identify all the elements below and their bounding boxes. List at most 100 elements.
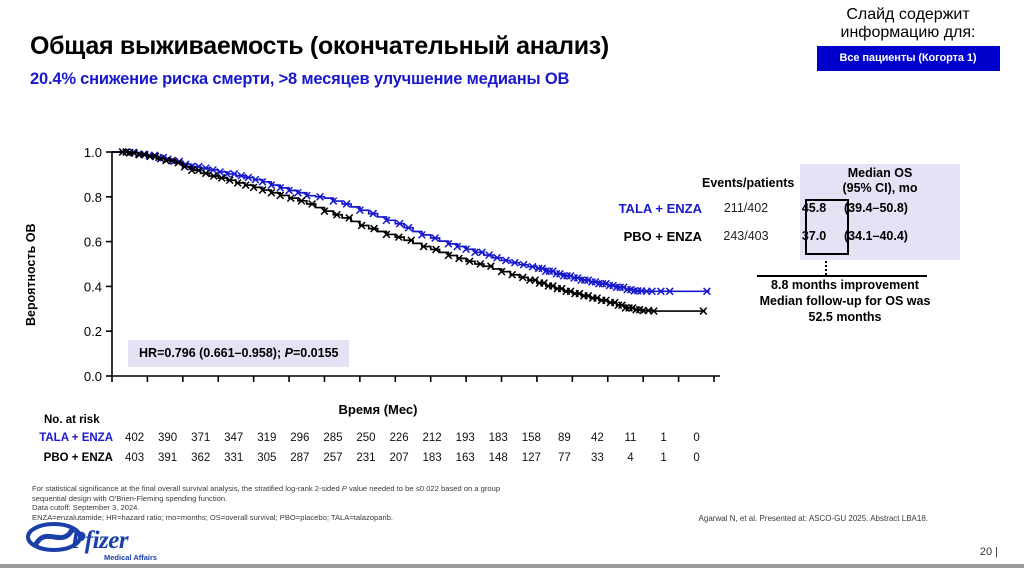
median-ci-tala-enza: (39.4–50.8): [844, 201, 908, 215]
median-os-dotted-connector: [825, 261, 827, 275]
median-ci-pbo-enza: (34.1–40.4): [844, 229, 908, 243]
risk-values-tala-enza: 402 390 371 347 319 296 285 250 226 212 193 183 158 8…: [118, 432, 713, 444]
events-patients-header: Events/patients: [702, 176, 795, 190]
slide-header: Слайд содержит информацию для: Все пацие…: [0, 0, 1024, 100]
risk-value-cell: 319: [257, 431, 277, 444]
y-axis-tick-label: 0.0: [84, 369, 102, 384]
risk-value-cell: 285: [323, 431, 343, 444]
number-at-risk-title: No. at risk: [44, 414, 100, 426]
risk-value-cell: 193: [455, 431, 475, 444]
risk-row-label-pbo-enza: PBO + ENZA: [43, 451, 113, 464]
y-axis-tick-label: 0.6: [84, 235, 102, 250]
x-axis-tick-label: 48: [530, 385, 544, 388]
risk-value-cell: 42: [591, 431, 604, 444]
x-axis-tick-label: 12: [211, 385, 225, 388]
footnote-line-3: Data cutoff: September 3, 2024.: [32, 503, 140, 513]
risk-value-cell: 296: [290, 431, 310, 444]
median-os-tala-enza: 45.8: [801, 201, 827, 215]
y-axis-tick-label: 0.8: [84, 190, 102, 205]
risk-value-cell: 11: [624, 431, 637, 444]
number-at-risk-table: No. at risk TALA + ENZA 402 390 371 347 319 2…: [28, 414, 728, 466]
risk-value-cell: 402: [124, 431, 145, 444]
risk-value-cell: 347: [224, 431, 244, 444]
footnote-line-4: ENZA=enzalutamide; HR=hazard ratio; mo=m…: [32, 512, 394, 522]
median-os-header: Median OS (95% CI), mo: [800, 166, 960, 196]
hazard-ratio-text: HR=0.796 (0.661–0.958); P=0.0155: [139, 346, 339, 360]
page-number: 20 |: [979, 546, 998, 558]
kaplan-meier-chart: Вероятность ОВ 0.0 0.2 0.4 0.6 0.8 1.0 0 48 12 16…: [24, 138, 728, 417]
risk-value-cell: 127: [521, 451, 541, 464]
risk-value-cell: 4: [627, 451, 634, 464]
legend-label-pbo-enza: PBO + ENZA: [623, 228, 702, 244]
x-axis-tick-label: 64: [671, 385, 685, 388]
footnote-line-2: sequential design with O'Brien-Fleming s…: [32, 493, 228, 503]
median-os-panel-background: [800, 164, 960, 260]
risk-value-cell: 257: [323, 451, 343, 464]
risk-value-cell: 1: [660, 431, 667, 444]
x-axis-tick-label: 52: [565, 385, 579, 388]
footnote-line-1: For statistical significance at the fina…: [32, 484, 501, 493]
x-axis-tick-label: 68: [707, 385, 721, 388]
risk-value-cell: 77: [557, 451, 571, 464]
x-axis-tick-label: 40: [459, 385, 473, 388]
table-row: PBO + ENZA 403 391 362 331 305 287 257 231 207 18…: [28, 449, 728, 466]
y-axis-tick-label: 0.2: [84, 324, 102, 339]
hazard-ratio-annotation: HR=0.796 (0.661–0.958); P=0.0155: [128, 340, 350, 367]
x-axis-tick-label: 32: [388, 385, 402, 388]
x-axis-tick-label: 20: [282, 385, 296, 388]
risk-value-cell: 1: [660, 451, 667, 464]
risk-value-cell: 207: [389, 451, 409, 464]
y-axis-title: Вероятность ОВ: [24, 223, 38, 326]
risk-values-pbo-enza: 403 391 362 331 305 287 257 231 207 183 163 148 127 7…: [118, 452, 713, 464]
x-axis-tick-label: 24: [317, 385, 331, 388]
cohort-indicator: Слайд содержит информацию для: Все пацие…: [802, 6, 1014, 71]
risk-value-cell: 231: [356, 451, 376, 464]
improvement-line3: 52.5 months: [808, 310, 882, 324]
table-row: TALA + ENZA 402 390 371 347 319 296 285 250 226 2…: [28, 429, 728, 446]
cohort-caption: Слайд содержит информацию для:: [840, 6, 976, 41]
citation: Agarwal N, et al. Presented at: ASCO-GU …: [698, 514, 928, 523]
risk-value-cell: 0: [693, 451, 700, 464]
risk-value-cell: 362: [191, 451, 211, 464]
page-title: Общая выживаемость (окончательный анализ…: [30, 32, 609, 60]
risk-value-cell: 148: [488, 451, 508, 464]
improvement-summary: 8.8 months improvement Median follow-up …: [730, 277, 960, 325]
x-axis-tick-label: 60: [636, 385, 650, 388]
events-patients-tala-enza: 211/402: [723, 201, 769, 215]
risk-value-cell: 305: [257, 451, 277, 464]
x-axis-title: Время (Мес): [338, 402, 418, 417]
risk-value-cell: 403: [124, 451, 145, 464]
pfizer-logo: [26, 520, 196, 560]
risk-value-cell: 226: [389, 431, 409, 444]
events-patients-pbo-enza: 243/403: [723, 229, 769, 243]
improvement-line1: 8.8 months improvement: [771, 278, 919, 292]
median-os-highlight-box: [805, 199, 849, 255]
improvement-line2: Median follow-up for OS was: [759, 294, 931, 308]
x-axis-tick-label: 36: [423, 385, 437, 388]
y-axis-tick-label: 0.4: [84, 279, 102, 294]
page-subtitle: 20.4% снижение риска смерти, >8 месяцев …: [30, 70, 570, 88]
x-axis-tick-label: 28: [353, 385, 367, 388]
median-os-pbo-enza: 37.0: [801, 229, 827, 243]
pfizer-wordmark: Pfizer: [70, 527, 129, 554]
x-axis-tick-label: 8: [179, 385, 186, 388]
risk-value-cell: 183: [488, 431, 508, 444]
improvement-divider: [757, 275, 927, 277]
x-axis-tick-label: 0: [108, 385, 115, 388]
km-plot-svg: 0.00.20.40.60.81.00481216202428323640444…: [84, 145, 721, 388]
risk-value-cell: 391: [158, 451, 178, 464]
risk-value-cell: 158: [521, 431, 541, 444]
pfizer-logo-subtitle: Medical Affairs: [104, 553, 158, 562]
risk-value-cell: 163: [455, 451, 475, 464]
median-os-header-line2: (95% CI), mo: [842, 181, 918, 195]
cohort-badge: Все пациенты (Когорта 1): [816, 46, 1000, 71]
risk-value-cell: 250: [356, 431, 376, 444]
risk-value-cell: 331: [224, 451, 244, 464]
y-axis-tick-label: 1.0: [84, 145, 102, 160]
risk-value-cell: 212: [422, 431, 442, 444]
x-axis-tick-label: 16: [246, 385, 260, 388]
footnotes: For statistical significance at the fina…: [32, 484, 672, 522]
risk-row-label-tala-enza: TALA + ENZA: [39, 431, 113, 444]
risk-value-cell: 371: [191, 431, 211, 444]
median-os-header-line1: Median OS: [847, 166, 913, 180]
